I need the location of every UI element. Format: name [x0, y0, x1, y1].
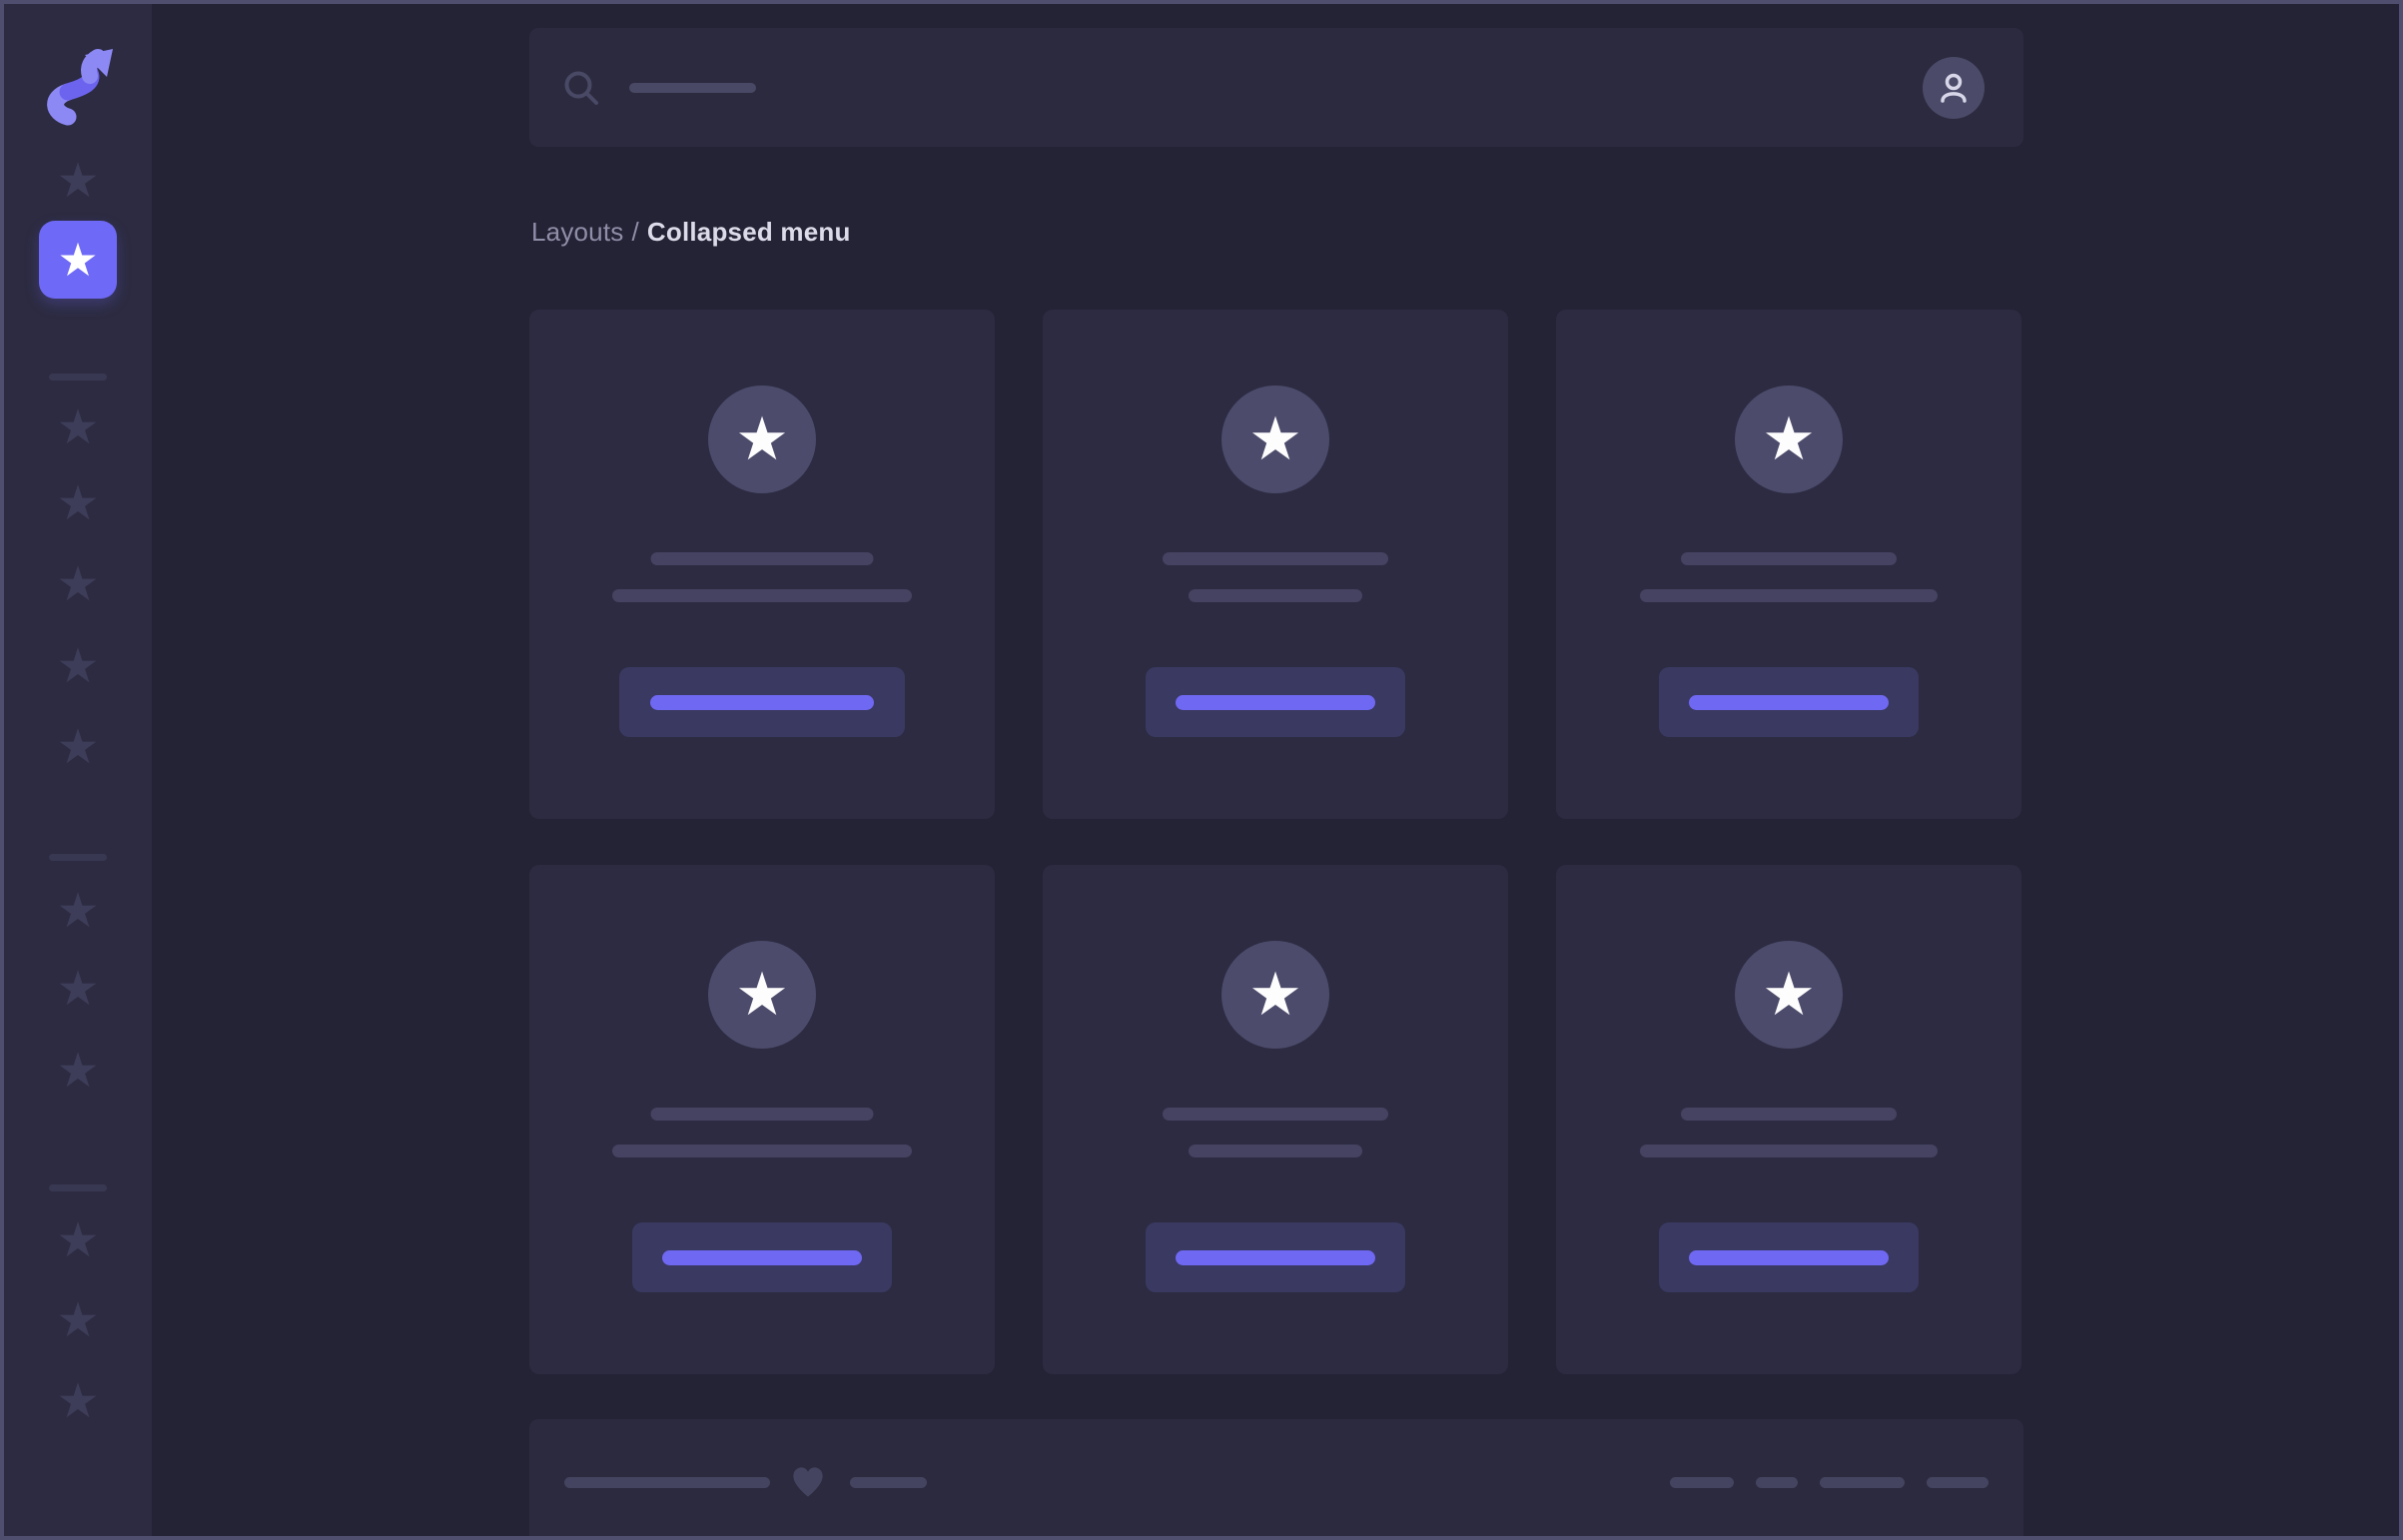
footer-text-placeholder [850, 1476, 927, 1488]
card-action-button[interactable] [1659, 667, 1919, 737]
card-title-placeholder [1163, 552, 1388, 565]
star-icon: ★ [1762, 404, 1816, 474]
button-label-placeholder [1689, 1249, 1889, 1265]
card-title-placeholder [1163, 1108, 1388, 1121]
search-placeholder-line [629, 82, 756, 93]
footer-links [1670, 1476, 1989, 1488]
search-icon [562, 69, 600, 107]
sidebar-item-star[interactable]: ★ [50, 638, 106, 694]
user-avatar-button[interactable] [1923, 56, 1985, 119]
card-avatar: ★ [708, 941, 816, 1049]
sidebar: ★ ★ ★ ★ ★ ★ ★ ★ ★ ★ ★ ★ ★ [0, 0, 152, 1540]
footer-bar [529, 1419, 2023, 1540]
card: ★ [1043, 865, 1508, 1374]
card: ★ [529, 310, 995, 819]
sidebar-item-star[interactable]: ★ [50, 556, 106, 612]
card-action-button[interactable] [1146, 667, 1405, 737]
star-icon: ★ [56, 556, 100, 612]
sidebar-divider [49, 373, 107, 381]
sidebar-item-star[interactable]: ★ [50, 153, 106, 209]
button-label-placeholder [1689, 694, 1889, 710]
card-avatar: ★ [708, 385, 816, 493]
breadcrumb-separator: / [631, 217, 639, 247]
star-icon: ★ [1248, 960, 1302, 1030]
star-icon: ★ [56, 1043, 100, 1099]
card-action-button[interactable] [632, 1222, 892, 1292]
star-icon: ★ [56, 961, 100, 1017]
card-title-placeholder [650, 1108, 874, 1121]
s-arrow-logo-icon [47, 49, 113, 126]
card: ★ [1556, 865, 2021, 1374]
card-avatar: ★ [1221, 941, 1329, 1049]
sidebar-item-star[interactable]: ★ [50, 1373, 106, 1429]
breadcrumb: Layouts / Collapsed menu [531, 217, 851, 248]
footer-text-placeholder [564, 1476, 770, 1488]
star-icon: ★ [1248, 404, 1302, 474]
card-title-placeholder [1681, 1108, 1897, 1121]
footer-link-placeholder[interactable] [1927, 1476, 1989, 1488]
star-icon: ★ [56, 1292, 100, 1348]
card-avatar: ★ [1735, 941, 1843, 1049]
person-icon [1935, 69, 1973, 107]
star-icon: ★ [735, 960, 789, 1030]
footer-link-placeholder[interactable] [1670, 1476, 1734, 1488]
footer-link-placeholder[interactable] [1756, 1476, 1798, 1488]
sidebar-divider [49, 853, 107, 861]
star-icon: ★ [56, 1212, 100, 1268]
heart-icon [790, 1464, 826, 1500]
star-icon: ★ [56, 1373, 100, 1429]
card-action-button[interactable] [619, 667, 905, 737]
sidebar-item-star-active[interactable]: ★ [39, 221, 117, 299]
star-icon: ★ [735, 404, 789, 474]
card-subtitle-placeholder [1189, 1145, 1362, 1157]
star-icon: ★ [1762, 960, 1816, 1030]
star-icon: ★ [56, 638, 100, 694]
button-label-placeholder [1176, 1249, 1375, 1265]
sidebar-item-star[interactable]: ★ [50, 1043, 106, 1099]
star-icon: ★ [56, 883, 100, 939]
sidebar-item-star[interactable]: ★ [50, 475, 106, 531]
card-subtitle-placeholder [1640, 589, 1938, 602]
sidebar-item-star[interactable]: ★ [50, 961, 106, 1017]
sidebar-divider [49, 1183, 107, 1191]
breadcrumb-current: Collapsed menu [646, 217, 851, 247]
button-label-placeholder [1176, 694, 1375, 710]
card-action-button[interactable] [1659, 1222, 1919, 1292]
card: ★ [1043, 310, 1508, 819]
card-subtitle-placeholder [612, 1145, 912, 1157]
card-avatar: ★ [1221, 385, 1329, 493]
card-action-button[interactable] [1146, 1222, 1405, 1292]
card: ★ [529, 865, 995, 1374]
star-icon: ★ [57, 233, 99, 287]
card-subtitle-placeholder [1640, 1145, 1938, 1157]
footer-link-placeholder[interactable] [1820, 1476, 1905, 1488]
card-title-placeholder [650, 552, 874, 565]
card-title-placeholder [1681, 552, 1897, 565]
star-icon: ★ [56, 153, 100, 209]
card: ★ [1556, 310, 2021, 819]
app-logo[interactable] [47, 46, 115, 126]
star-icon: ★ [56, 399, 100, 455]
sidebar-item-star[interactable]: ★ [50, 883, 106, 939]
breadcrumb-link-layouts[interactable]: Layouts [531, 217, 624, 247]
card-avatar: ★ [1735, 385, 1843, 493]
button-label-placeholder [650, 694, 874, 710]
star-icon: ★ [56, 719, 100, 775]
sidebar-item-star[interactable]: ★ [50, 1212, 106, 1268]
sidebar-item-star[interactable]: ★ [50, 1292, 106, 1348]
sidebar-item-star[interactable]: ★ [50, 399, 106, 455]
search-bar[interactable] [529, 28, 2023, 147]
card-grid: ★ ★ ★ ★ [529, 310, 2021, 1374]
card-subtitle-placeholder [612, 589, 912, 602]
card-subtitle-placeholder [1189, 589, 1362, 602]
star-icon: ★ [56, 475, 100, 531]
sidebar-item-star[interactable]: ★ [50, 719, 106, 775]
button-label-placeholder [662, 1249, 862, 1265]
